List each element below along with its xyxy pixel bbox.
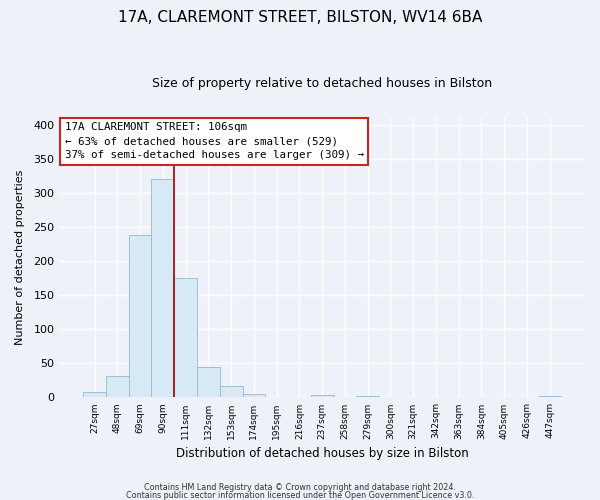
Bar xyxy=(311,396,334,398)
Bar xyxy=(106,376,129,398)
Bar xyxy=(129,236,151,398)
Text: 17A, CLAREMONT STREET, BILSTON, WV14 6BA: 17A, CLAREMONT STREET, BILSTON, WV14 6BA xyxy=(118,10,482,25)
Bar xyxy=(151,180,174,398)
Text: Contains HM Land Registry data © Crown copyright and database right 2024.: Contains HM Land Registry data © Crown c… xyxy=(144,484,456,492)
Text: 17A CLAREMONT STREET: 106sqm
← 63% of detached houses are smaller (529)
37% of s: 17A CLAREMONT STREET: 106sqm ← 63% of de… xyxy=(65,122,364,160)
X-axis label: Distribution of detached houses by size in Bilston: Distribution of detached houses by size … xyxy=(176,447,469,460)
Text: Contains public sector information licensed under the Open Government Licence v3: Contains public sector information licen… xyxy=(126,490,474,500)
Bar xyxy=(220,386,242,398)
Bar xyxy=(197,367,220,398)
Title: Size of property relative to detached houses in Bilston: Size of property relative to detached ho… xyxy=(152,78,492,90)
Bar xyxy=(83,392,106,398)
Bar xyxy=(174,278,197,398)
Bar xyxy=(538,396,561,398)
Y-axis label: Number of detached properties: Number of detached properties xyxy=(15,170,25,346)
Bar xyxy=(356,396,379,398)
Bar xyxy=(242,394,265,398)
